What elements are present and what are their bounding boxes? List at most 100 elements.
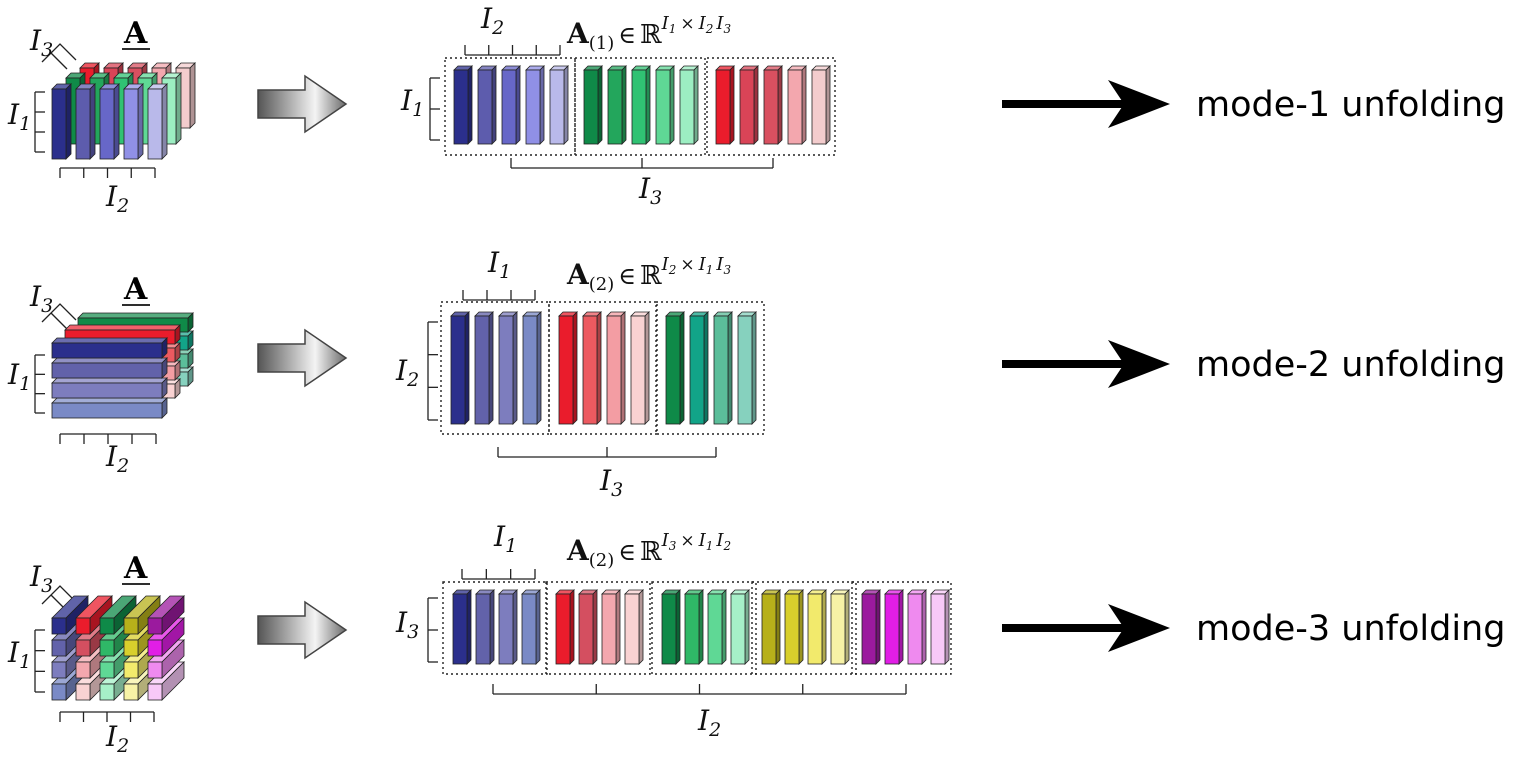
matrix-column-bar xyxy=(453,65,473,145)
matrix-top-label-mode2: I1 xyxy=(487,246,511,283)
tensor-front-slab xyxy=(51,337,168,359)
tensor-depth-label-mode3: I3 xyxy=(29,560,53,597)
tensor-bottom-label-mode3: I2 xyxy=(105,720,129,757)
matrix-column-bar xyxy=(631,65,651,145)
tensor-front-slab xyxy=(51,357,168,379)
tensor-depth-label-mode2: I3 xyxy=(29,280,53,317)
tensor-depth-label-mode1: I3 xyxy=(29,24,53,61)
gradient-arrow-mode3 xyxy=(257,600,348,660)
matrix-top-label-mode1: I2 xyxy=(480,2,504,39)
tensor-left-bracket-mode2 xyxy=(34,354,45,414)
matrix-column-bar xyxy=(474,311,494,425)
matrix-group-box xyxy=(651,581,757,675)
black-arrow-mode2 xyxy=(1002,340,1170,388)
matrix-column-bar xyxy=(601,589,621,665)
tensor-left-bracket-mode3 xyxy=(34,629,45,693)
matrix-column-bar xyxy=(715,65,735,145)
caption-mode2: mode-2 unfolding xyxy=(1196,345,1505,385)
matrix-column-bar xyxy=(787,65,807,145)
matrix-column-bar xyxy=(501,65,521,145)
matrix-column-bar xyxy=(739,65,759,145)
tensor-front-bar xyxy=(51,83,72,160)
matrix-left-label-mode1: I1 xyxy=(400,84,424,121)
matrix-top-bracket-mode1 xyxy=(464,45,561,56)
matrix-column-bar xyxy=(930,589,950,665)
matrix-column-bar xyxy=(450,311,470,425)
matrix-column-bar xyxy=(861,589,881,665)
matrix-column-bar xyxy=(884,589,904,665)
row-mode3: A I3 I1 I2 I1 I3 I2 A(2) ∈ ℝI3 × I1 I2 mode-3… xyxy=(7,520,1505,757)
matrix-column-bar xyxy=(606,311,626,425)
tensor-mode3 xyxy=(34,585,185,722)
matrix-column-bar xyxy=(737,311,757,425)
matrix-column-bar xyxy=(525,65,545,145)
tensor-front-bar xyxy=(75,83,96,160)
matrix-left-bracket-mode1 xyxy=(429,77,440,141)
matrix-column-bar xyxy=(763,65,783,145)
matrix-column-bar xyxy=(679,65,699,145)
matrix-column-bar xyxy=(624,589,644,665)
matrix-group-box xyxy=(444,57,576,156)
tensor-left-bracket-mode1 xyxy=(34,91,45,153)
tensor-label-a-mode3: A xyxy=(122,551,150,586)
matrix-top-bracket-mode2 xyxy=(462,290,536,301)
tensor-front-bar xyxy=(123,83,144,160)
matrix-column-bar xyxy=(907,589,927,665)
matrix-column-bar xyxy=(761,589,781,665)
matrix-mode1 xyxy=(429,45,836,169)
caption-mode3: mode-3 unfolding xyxy=(1196,609,1505,649)
matrix-bottom-label-mode2: I3 xyxy=(599,464,623,501)
matrix-formula-mode3: A(2) ∈ ℝI3 × I1 I2 xyxy=(566,530,731,571)
matrix-bottom-bracket-mode2 xyxy=(497,447,717,458)
tensor-depth-bracket-mode1 xyxy=(41,43,77,70)
gradient-arrow-mode1 xyxy=(257,74,348,134)
matrix-column-bar xyxy=(452,589,472,665)
matrix-bottom-label-mode3: I2 xyxy=(697,704,721,741)
tensor-front-bar xyxy=(99,83,120,160)
black-arrow-mode3 xyxy=(1002,604,1170,652)
tensor-cube xyxy=(75,595,113,635)
tensor-bottom-label-mode1: I2 xyxy=(105,180,129,217)
matrix-group-box xyxy=(851,581,952,675)
matrix-column-bar xyxy=(521,589,541,665)
matrix-left-label-mode3: I3 xyxy=(395,606,419,643)
row-mode1: A I3 I1 I2 I2 I1 I3 A(1) ∈ ℝI1 × I2 I3 mode-1… xyxy=(7,2,1505,217)
matrix-column-bar xyxy=(830,589,850,665)
tensor-depth-bracket-mode2 xyxy=(41,303,77,330)
matrix-column-bar xyxy=(522,311,542,425)
matrix-top-bracket-mode3 xyxy=(461,569,536,580)
matrix-group-box xyxy=(442,581,548,675)
black-arrow-mode1 xyxy=(1002,80,1170,128)
tensor-cube xyxy=(147,595,185,635)
matrix-column-bar xyxy=(630,311,650,425)
svg-text:A: A xyxy=(123,16,148,51)
matrix-mode2 xyxy=(427,290,765,458)
matrix-column-bar xyxy=(555,589,575,665)
svg-text:A: A xyxy=(123,551,148,586)
matrix-column-bar xyxy=(713,311,733,425)
matrix-mode3 xyxy=(427,569,952,695)
tensor-bottom-bracket-mode1 xyxy=(59,167,156,178)
tensor-front-slab xyxy=(51,377,168,399)
gradient-arrow-mode2 xyxy=(257,328,348,388)
matrix-column-bar xyxy=(807,589,827,665)
matrix-bottom-bracket-mode3 xyxy=(492,684,907,695)
tensor-cube xyxy=(123,595,161,635)
matrix-group-box xyxy=(751,581,857,675)
matrix-column-bar xyxy=(583,65,603,145)
matrix-formula-mode1: A(1) ∈ ℝI1 × I2 I3 xyxy=(566,13,732,54)
matrix-column-bar xyxy=(689,311,709,425)
matrix-column-bar xyxy=(558,311,578,425)
row-mode2: A I3 I1 I2 I1 I2 I3 A(2) ∈ ℝI2 × I1 I3 mode-2… xyxy=(7,246,1505,501)
matrix-bottom-label-mode1: I3 xyxy=(638,172,662,209)
matrix-column-bar xyxy=(730,589,750,665)
tensor-bottom-label-mode2: I2 xyxy=(105,440,129,477)
matrix-column-bar xyxy=(578,589,598,665)
matrix-column-bar xyxy=(582,311,602,425)
matrix-column-bar xyxy=(549,65,569,145)
matrix-column-bar xyxy=(607,65,627,145)
matrix-column-bar xyxy=(477,65,497,145)
svg-text:A: A xyxy=(123,272,148,307)
tensor-front-bar xyxy=(147,83,168,160)
